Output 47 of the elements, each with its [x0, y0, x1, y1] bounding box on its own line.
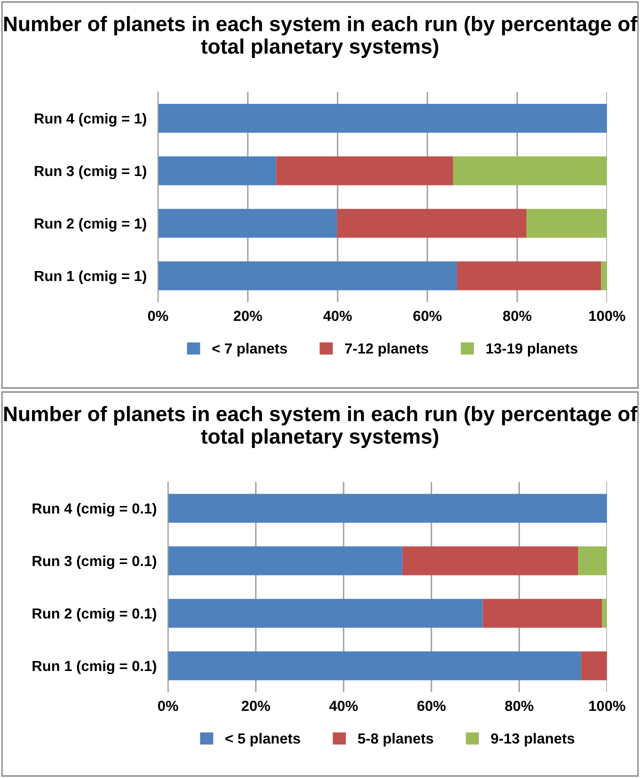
x-tick-label: 0%	[158, 700, 178, 712]
x-tick-label: 60%	[417, 700, 446, 712]
legend-label: 5-8 planets	[358, 732, 434, 747]
bar	[337, 208, 527, 238]
y-tick-label: Run 2 (cmig = 0.1)	[32, 608, 156, 622]
bar	[452, 156, 607, 186]
legend-label: 9-13 planets	[491, 732, 574, 747]
chart-title: Number of planets in each system in each run (by percentage of total planetary systems)	[4, 16, 638, 58]
bar	[158, 156, 276, 186]
y-tick-label: Run 4 (cmig = 1)	[34, 112, 146, 127]
y-tick-label: Run 2 (cmig = 1)	[34, 218, 146, 232]
bar	[158, 208, 338, 238]
bar	[581, 651, 607, 680]
bar	[168, 494, 607, 523]
bar	[276, 156, 453, 186]
y-tick-label: Run 1 (cmig = 1)	[34, 270, 146, 284]
bar	[526, 208, 607, 238]
x-tick-label: 40%	[329, 700, 358, 712]
x-tick-label: 80%	[505, 700, 534, 712]
x-tick-label: 100%	[589, 310, 626, 322]
x-tick-label: 60%	[413, 310, 442, 322]
bar	[578, 546, 607, 576]
legend-label: < 7 planets	[212, 342, 287, 357]
bar	[601, 261, 607, 290]
y-tick-label: Run 4 (cmig = 0.1)	[32, 502, 156, 517]
chart-title: Number of planets in each system in each run (by percentage of total planetary systems)	[4, 406, 638, 448]
bar	[602, 598, 607, 628]
x-tick-label: 20%	[242, 700, 270, 712]
x-tick-label: 100%	[589, 700, 626, 712]
legend-label: 7-12 planets	[345, 342, 428, 357]
legend-label: 13-19 planets	[486, 342, 578, 357]
x-tick-label: 20%	[234, 310, 262, 322]
legend-label: < 5 planets	[226, 732, 300, 747]
x-tick-label: 0%	[148, 310, 168, 322]
bar	[482, 598, 602, 628]
bar	[457, 261, 602, 290]
bar	[168, 598, 483, 628]
bar	[168, 651, 582, 680]
x-tick-label: 80%	[503, 310, 532, 322]
y-tick-label: Run 1 (cmig = 0.1)	[32, 660, 156, 674]
y-tick-label: Run 3 (cmig = 1)	[34, 165, 146, 180]
bar	[402, 546, 578, 576]
bar	[158, 104, 607, 133]
bar	[158, 261, 458, 290]
x-tick-label: 40%	[323, 310, 352, 322]
bar	[168, 546, 402, 576]
y-tick-label: Run 3 (cmig = 0.1)	[32, 555, 156, 570]
